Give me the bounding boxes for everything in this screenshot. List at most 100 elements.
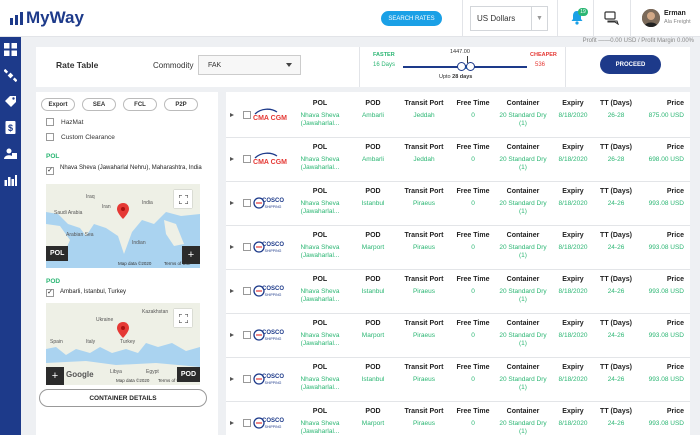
fullscreen-icon[interactable] — [174, 309, 192, 327]
cell-value: 698.00 USD — [648, 156, 684, 163]
cell-free-time: Free Time 0 — [452, 320, 494, 340]
header-divider — [630, 0, 631, 37]
column-header: Container — [506, 364, 540, 371]
avatar[interactable] — [642, 9, 660, 27]
table-row[interactable]: COSCO SHIPPING POL Nhava Sheva (Jawaharlal.… — [226, 226, 690, 270]
mode-p2p-button[interactable]: P2P — [164, 98, 198, 111]
mode-export-button[interactable]: Export — [41, 98, 75, 111]
column-header: POL — [312, 276, 328, 283]
pod-map[interactable]: Kazakhstan Ukraine Spain Italy Turkey Li… — [46, 303, 200, 385]
expand-caret-icon[interactable] — [230, 377, 234, 381]
table-row[interactable]: COSCO SHIPPING POL Nhava Sheva (Jawaharlal.… — [226, 314, 690, 358]
row-checkbox[interactable] — [243, 155, 251, 163]
commodity-label: Commodity — [153, 61, 194, 70]
mode-sea-button[interactable]: SEA — [82, 98, 116, 111]
logo[interactable]: MyWay — [10, 8, 84, 28]
expand-caret-icon[interactable] — [230, 245, 234, 249]
pol-map[interactable]: Iraq Iran Saudi Arabia India Arabian Sea… — [46, 184, 200, 268]
user-card-icon[interactable] — [4, 147, 17, 160]
column-header: Expiry — [562, 408, 584, 415]
cell-tt: TT (Days) 26-28 — [596, 144, 636, 164]
column-header: Free Time — [456, 320, 490, 327]
expand-caret-icon[interactable] — [230, 421, 234, 425]
proceed-button[interactable]: PROCEED — [600, 55, 661, 74]
dashboard-icon[interactable] — [4, 43, 17, 56]
table-row[interactable]: CMA CGM POL Nhava Sheva (Jawaharlal... POD A… — [226, 94, 690, 138]
tag-icon[interactable] — [4, 95, 17, 108]
row-checkbox[interactable] — [243, 331, 251, 339]
table-row[interactable]: CMA CGM POL Nhava Sheva (Jawaharlal... POD A… — [226, 138, 690, 182]
currency-select[interactable]: US Dollars ▼ — [470, 6, 548, 31]
container-details-button[interactable]: CONTAINER DETAILS — [39, 389, 207, 407]
cell-value: 20 Standard Dry (1) — [499, 200, 547, 215]
column-header: Price — [666, 276, 684, 283]
row-checkbox[interactable] — [243, 287, 251, 295]
column-header: Free Time — [456, 188, 490, 195]
map-terms-link[interactable]: Terms of Use — [158, 378, 185, 383]
mode-fcl-button[interactable]: FCL — [123, 98, 157, 111]
row-checkbox[interactable] — [243, 419, 251, 427]
cell-value: 24-26 — [607, 332, 625, 339]
cell-pod: POD Istanbul — [354, 276, 392, 296]
commodity-select[interactable]: FAK — [198, 55, 301, 75]
column-header: POD — [365, 100, 381, 107]
cheaper-label: CHEAPER — [530, 52, 557, 58]
table-row[interactable]: COSCO SHIPPING POL Nhava Sheva (Jawaharlal.… — [226, 358, 690, 402]
cell-pod: POD Istanbul — [354, 364, 392, 384]
cell-value: 20 Standard Dry (1) — [499, 244, 547, 259]
zoom-in-icon[interactable]: + — [182, 246, 200, 264]
row-checkbox[interactable] — [243, 111, 251, 119]
column-header: TT (Days) — [600, 276, 632, 283]
cell-tt: TT (Days) 24-26 — [596, 408, 636, 428]
expand-caret-icon[interactable] — [230, 201, 234, 205]
cell-tt: TT (Days) 24-26 — [596, 232, 636, 252]
pol-map-pin-icon[interactable] — [117, 203, 129, 219]
pol-checkbox[interactable]: ✓ — [46, 167, 54, 175]
cell-pod: POD Marport — [354, 408, 392, 428]
analytics-icon[interactable] — [4, 173, 17, 186]
invoice-icon[interactable]: $ — [4, 121, 17, 134]
cell-value: 0 — [471, 244, 475, 251]
custom-clearance-checkbox[interactable] — [46, 133, 54, 141]
satellite-icon[interactable] — [4, 69, 17, 82]
left-panel: Export SEA FCL P2P HazMat Custom Clearan… — [36, 92, 218, 435]
cell-value: Marport — [361, 244, 385, 251]
cell-value: 8/18/2020 — [558, 200, 588, 207]
svg-text:SHIPPING: SHIPPING — [265, 293, 282, 297]
cell-pod: POD Ambarli — [354, 144, 392, 164]
svg-text:Egypt: Egypt — [146, 369, 159, 375]
fullscreen-icon[interactable] — [174, 190, 192, 208]
table-row[interactable]: COSCO SHIPPING POL Nhava Sheva (Jawaharlal.… — [226, 182, 690, 226]
cell-pod: POD Istanbul — [354, 188, 392, 208]
row-checkbox[interactable] — [243, 199, 251, 207]
custom-clearance-option[interactable]: Custom Clearance — [46, 133, 115, 141]
table-row[interactable]: COSCO SHIPPING POL Nhava Sheva (Jawaharlal.… — [226, 270, 690, 314]
expand-caret-icon[interactable] — [230, 113, 234, 117]
cell-container: Container 20 Standard Dry (1) — [498, 144, 548, 172]
hazmat-option[interactable]: HazMat — [46, 118, 83, 126]
expand-caret-icon[interactable] — [230, 333, 234, 337]
row-checkbox[interactable] — [243, 243, 251, 251]
search-rates-button[interactable]: SEARCH RATES — [381, 11, 442, 26]
carrier-logo: CMA CGM — [253, 150, 287, 168]
map-terms-link[interactable]: Terms of Use — [164, 261, 191, 266]
pod-checkbox[interactable]: ✓ — [46, 289, 54, 297]
row-checkbox[interactable] — [243, 375, 251, 383]
slider-handle-left[interactable] — [457, 62, 466, 71]
expand-caret-icon[interactable] — [230, 157, 234, 161]
cell-expiry: Expiry 8/18/2020 — [556, 320, 590, 340]
cell-value: 0 — [471, 156, 475, 163]
cell-value: Nhava Sheva (Jawaharlal... — [300, 112, 340, 127]
cell-value: 20 Standard Dry (1) — [499, 332, 547, 347]
svg-text:Arabian Sea: Arabian Sea — [66, 232, 94, 238]
zoom-in-icon[interactable]: + — [46, 367, 64, 385]
cell-value: 24-26 — [607, 200, 625, 207]
cell-value: Jeddah — [413, 112, 435, 119]
pod-map-pin-icon[interactable] — [117, 322, 129, 338]
slider-handle-right[interactable] — [466, 62, 475, 71]
expand-caret-icon[interactable] — [230, 289, 234, 293]
table-row[interactable]: COSCO SHIPPING POL Nhava Sheva (Jawaharlal.… — [226, 402, 690, 435]
column-header: Free Time — [456, 232, 490, 239]
hazmat-checkbox[interactable] — [46, 118, 54, 126]
chat-icon[interactable] — [604, 11, 619, 25]
